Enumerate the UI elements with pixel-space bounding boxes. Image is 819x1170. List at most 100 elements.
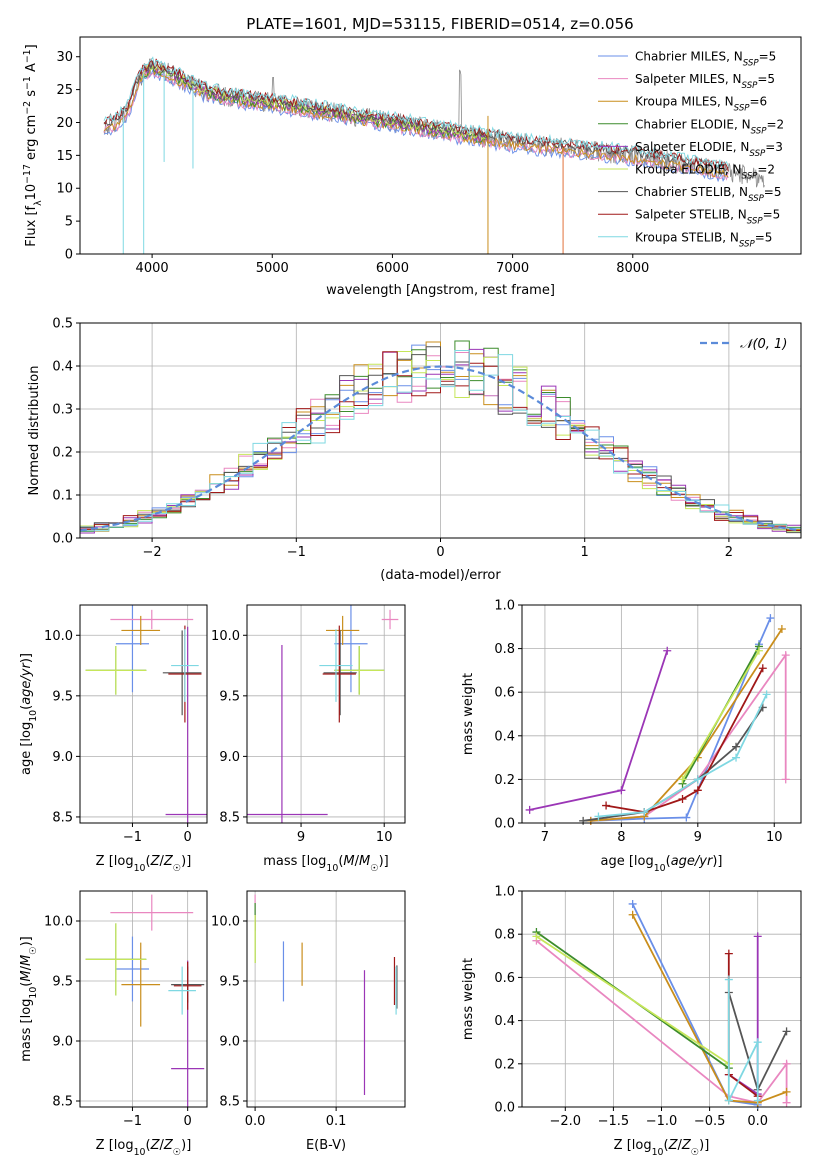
weight-line <box>590 628 783 822</box>
legend-label: Kroupa STELIB, NSSP=5 <box>635 230 772 249</box>
age-vs-mass-panel: 9 10 8.5 9.0 9.5 10.0 mass [log10(M/M☉)] <box>211 604 406 874</box>
weight-marker <box>781 775 790 784</box>
x-axis-label: Z [log10(Z/Z☉)] <box>96 1138 192 1158</box>
y-tick-label: 8.5 <box>219 810 240 825</box>
legend-label: Kroupa MILES, NSSP=6 <box>635 95 767 114</box>
x-tick-label: 1 <box>581 545 589 560</box>
axes-frame <box>521 890 802 1108</box>
weight-marker <box>758 664 767 673</box>
x-tick-label: −2.0 <box>550 1114 582 1129</box>
weight-marker <box>766 614 775 623</box>
y-tick-label: 30 <box>56 50 73 65</box>
figure-title: PLATE=1601, MJD=53115, FIBERID=0514, z=0… <box>246 15 633 33</box>
axes-frame <box>79 890 208 1108</box>
y-axis-label: mass [log10(M/M☉)] <box>19 936 39 1062</box>
weight-vs-Z-panel: −2.0 −1.5 −1.0 −0.5 0.0 0.0 0.2 0.4 0.6 0.8 1.0 Z [… <box>461 885 802 1158</box>
weight-marker <box>594 812 603 821</box>
legend-label: 𝒩(0, 1) <box>740 337 787 352</box>
weight-marker <box>754 646 763 655</box>
legend-label: Salpeter MILES, NSSP=5 <box>635 72 775 91</box>
x-tick-label: 10 <box>376 830 393 845</box>
x-tick-label: 4000 <box>136 261 169 276</box>
x-axis-label: Z [log10(Z/Z☉)] <box>96 854 192 874</box>
weight-marker <box>693 775 702 784</box>
x-tick-label: −2 <box>143 545 162 560</box>
x-tick-label: 5000 <box>256 261 289 276</box>
model-spectrum-salpeter-miles <box>103 70 729 181</box>
spectrum-panel: 4000 5000 6000 7000 8000 0 5 10 15 20 25 30 waveleng… <box>22 36 802 298</box>
x-axis-label: (data-model)/error <box>380 568 501 583</box>
weight-vs-age-panel: 7 8 9 10 0.0 0.2 0.4 0.6 0.8 1.0 age [log10(age/yr… <box>461 599 802 874</box>
legend-label: Chabrier MILES, NSSP=5 <box>635 50 776 69</box>
y-tick-label: 9.0 <box>219 1035 240 1050</box>
x-tick-label: 0 <box>184 1114 192 1129</box>
x-tick-label: 2 <box>725 545 733 560</box>
y-tick-label: 0.6 <box>494 971 515 986</box>
legend-label: Kroupa ELODIE, NSSP=2 <box>635 163 775 182</box>
x-tick-label: −1 <box>123 830 142 845</box>
weight-marker <box>693 786 702 795</box>
y-axis-label: age [log10(age/yr)] <box>19 653 39 775</box>
y-tick-label: 25 <box>56 83 73 98</box>
weight-marker <box>532 932 541 941</box>
weight-marker <box>753 1038 762 1047</box>
weight-marker <box>525 805 534 814</box>
weight-marker <box>782 1098 791 1107</box>
y-tick-label: 5 <box>65 215 73 230</box>
y-tick-label: 9.0 <box>219 750 240 765</box>
x-tick-label: 7 <box>541 830 549 845</box>
y-tick-label: 0.4 <box>494 1014 515 1029</box>
legend-label: Chabrier ELODIE, NSSP=2 <box>635 117 784 136</box>
y-tick-label: 10.0 <box>211 915 240 930</box>
x-tick-label: −1 <box>287 545 306 560</box>
weight-line <box>535 935 730 1065</box>
weight-marker <box>663 646 672 655</box>
y-tick-label: 0.6 <box>494 686 515 701</box>
y-tick-label: 9.5 <box>52 689 73 704</box>
y-tick-label: 0.2 <box>494 773 515 788</box>
weight-marker <box>640 808 649 817</box>
weight-marker <box>782 1059 791 1068</box>
model-spectrum-kroupa-stelib <box>103 56 729 169</box>
x-tick-label: 0.0 <box>747 1114 768 1129</box>
x-tick-label: 8000 <box>616 261 649 276</box>
weight-marker <box>724 975 733 984</box>
x-tick-label: 9 <box>297 830 305 845</box>
x-axis-label: E(B-V) <box>306 1138 346 1153</box>
model-spectrum-kroupa-miles <box>103 65 729 178</box>
y-tick-label: 20 <box>56 116 73 131</box>
y-axis-label: Flux [fλ10−17 erg cm−2 s−1 A−1] <box>22 44 44 246</box>
y-tick-label: 10.0 <box>44 915 73 930</box>
normal-curve <box>80 365 801 532</box>
legend-label: Salpeter ELODIE, NSSP=3 <box>635 140 783 159</box>
y-tick-label: 9.5 <box>52 975 73 990</box>
weight-marker <box>782 1087 791 1096</box>
x-axis-label: age [log10(age/yr)] <box>600 854 722 874</box>
x-axis-label: mass [log10(M/M☉)] <box>263 854 389 874</box>
y-tick-label: 0.8 <box>494 928 515 943</box>
y-tick-label: 9.5 <box>219 689 240 704</box>
weight-marker <box>777 624 786 633</box>
weight-marker <box>617 786 626 795</box>
weight-marker <box>682 813 691 822</box>
weight-marker <box>753 932 762 941</box>
weight-line <box>681 650 760 780</box>
mass-vs-ebv-panel: 0.0 0.1 8.5 9.0 9.5 10.0 E(B-V) <box>211 890 406 1153</box>
legend-label: Chabrier STELIB, NSSP=5 <box>635 185 782 204</box>
y-tick-label: 9.0 <box>52 750 73 765</box>
x-tick-label: −1.5 <box>598 1114 630 1129</box>
weight-marker <box>724 1096 733 1105</box>
weight-marker <box>732 753 741 762</box>
x-tick-label: 0.0 <box>245 1114 266 1129</box>
y-tick-label: 0.0 <box>494 817 515 832</box>
y-tick-label: 8.5 <box>52 1095 73 1110</box>
axes-frame <box>79 604 208 824</box>
x-tick-label: 10 <box>766 830 783 845</box>
y-tick-label: 10.0 <box>211 629 240 644</box>
weight-marker <box>762 690 771 699</box>
y-tick-label: 9.5 <box>219 975 240 990</box>
y-tick-label: 8.5 <box>52 810 73 825</box>
x-tick-label: 6000 <box>376 261 409 276</box>
weight-line <box>631 914 787 1104</box>
axes-frame <box>246 890 406 1108</box>
